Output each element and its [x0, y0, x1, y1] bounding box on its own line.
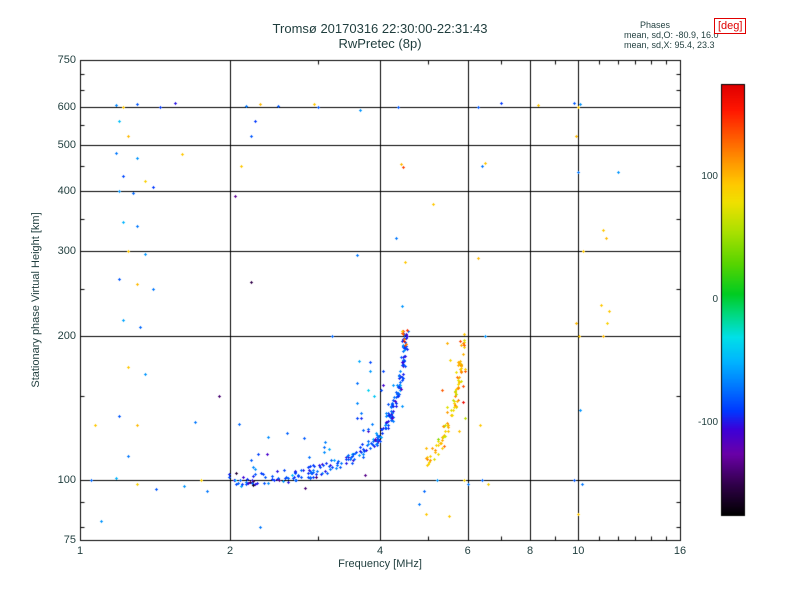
phase-stats: Phases mean, sd,O: -80.9, 16.0 mean, sd,… [624, 20, 719, 50]
y-tick-label: 600 [57, 100, 76, 113]
x-axis-title: Frequency [MHz] [338, 558, 422, 570]
phase-stats-o-mode: mean, sd,O: -80.9, 16.0 [624, 30, 719, 40]
colorbar-tick-label: -100 [697, 416, 718, 428]
x-tick-label: 1 [76, 545, 84, 557]
plot-title-line1: Tromsø 20170316 22:30:00-22:31:43 [272, 21, 488, 36]
y-tick-label: 750 [57, 54, 76, 66]
y-tick-label: 200 [57, 329, 76, 342]
x-tick-label: 4 [376, 545, 384, 557]
plot-title: Tromsø 20170316 22:30:00-22:31:43 RwPret… [80, 21, 680, 51]
phase-stats-x-mode: mean, sd,X: 95.4, 23.3 [624, 40, 715, 50]
y-tick-label: 500 [57, 138, 76, 151]
y-tick-label: 400 [57, 185, 76, 198]
y-axis-title: Stationary phase Virtual Height [km] [30, 212, 42, 388]
x-tick-label: 10 [572, 545, 585, 557]
y-tick-label: 100 [57, 474, 76, 487]
x-tick-label: 6 [464, 545, 471, 557]
x-tick-label: 2 [226, 545, 234, 557]
colorbar-tick-label: 0 [712, 294, 718, 305]
colorbar-title: [deg] [714, 18, 747, 34]
x-tick-label: 16 [673, 545, 687, 557]
y-tick-label: 300 [57, 245, 76, 257]
y-tick-label: 75 [63, 534, 76, 546]
phase-stats-header: Phases [640, 20, 671, 30]
plot-title-line2: RwPretec (8p) [338, 36, 422, 51]
x-tick-label: 8 [526, 545, 534, 557]
colorbar-tick-label: 100 [701, 171, 718, 183]
